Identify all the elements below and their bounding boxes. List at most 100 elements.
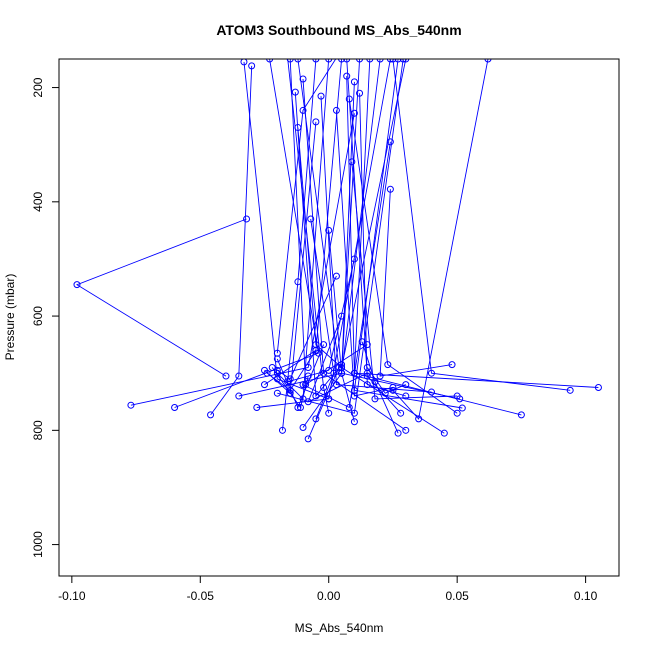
data-point (304, 435, 312, 443)
data-point (296, 403, 304, 411)
data-point (284, 378, 292, 386)
data-point (286, 59, 294, 63)
data-point (363, 381, 371, 389)
series-line (307, 315, 368, 403)
data-point (307, 215, 315, 223)
data-point (266, 59, 274, 63)
y-tick-label: 200 (31, 77, 45, 97)
series-line (392, 59, 489, 420)
data-point (273, 389, 281, 397)
series-36 (325, 226, 358, 426)
data-point (312, 392, 320, 400)
data-point (350, 78, 358, 86)
data-point (371, 395, 379, 403)
y-tick-label: 1000 (31, 531, 45, 558)
data-point (261, 381, 269, 389)
data-point (350, 255, 358, 263)
series-30 (127, 109, 358, 409)
data-point (386, 185, 394, 193)
data-point (453, 409, 461, 417)
series-line (277, 59, 404, 414)
data-point (458, 404, 466, 412)
data-point (332, 381, 340, 389)
x-tick-label: -0.10 (58, 589, 86, 603)
series-line (174, 59, 319, 408)
series-line (379, 189, 453, 377)
data-point (304, 398, 312, 406)
series-34 (73, 215, 251, 380)
data-point (235, 392, 243, 400)
data-point (338, 369, 346, 377)
data-point (358, 338, 366, 346)
data-point (345, 95, 353, 103)
data-point (243, 215, 251, 223)
series-31 (299, 138, 394, 411)
data-point (427, 369, 435, 377)
data-point (253, 403, 261, 411)
data-point (222, 372, 230, 380)
data-point (332, 106, 340, 114)
data-point (325, 409, 333, 417)
data-point (171, 403, 179, 411)
series-33 (307, 215, 338, 423)
series-line (353, 59, 522, 416)
series-layer (73, 59, 602, 443)
series-line (277, 275, 337, 380)
series-line (271, 367, 309, 409)
data-point (291, 88, 299, 96)
data-point (73, 281, 81, 289)
data-point (273, 355, 281, 363)
data-point (278, 426, 286, 434)
series-line (130, 113, 355, 406)
data-point (484, 59, 492, 63)
y-tick-label: 800 (31, 420, 45, 440)
series-19 (287, 59, 333, 417)
data-point (127, 401, 135, 409)
series-line (302, 78, 407, 431)
series-18 (389, 59, 574, 394)
data-point (448, 361, 456, 369)
data-point (343, 59, 351, 63)
data-point (207, 411, 215, 419)
x-tick-label: 0.00 (317, 589, 341, 603)
data-point (345, 403, 353, 411)
series-line (310, 218, 335, 420)
data-point (350, 418, 358, 426)
data-point (325, 59, 333, 63)
data-point (386, 138, 394, 146)
series-22 (299, 75, 410, 434)
series-14 (273, 59, 407, 417)
series-4 (294, 59, 343, 443)
series-line (366, 367, 406, 394)
data-point (325, 226, 333, 234)
data-point (350, 409, 358, 417)
series-line (335, 110, 393, 397)
series-line (266, 350, 317, 391)
series-line (328, 230, 355, 422)
data-point (268, 363, 276, 371)
data-point (356, 59, 364, 63)
series-line (361, 341, 399, 434)
data-point (294, 124, 302, 132)
y-tick-label: 400 (31, 191, 45, 211)
data-point (312, 59, 320, 63)
series-line (75, 218, 247, 377)
data-point (389, 383, 397, 391)
data-point (453, 392, 461, 400)
series-32 (376, 185, 456, 380)
series-line (287, 258, 355, 383)
series-line (276, 59, 337, 354)
y-tick-label: 600 (31, 306, 45, 326)
series-2 (207, 62, 256, 419)
x-tick-label: 0.05 (445, 589, 469, 603)
series-45 (348, 158, 461, 403)
data-point (286, 386, 294, 394)
data-point (338, 312, 346, 320)
series-line (238, 81, 355, 397)
data-point (320, 383, 328, 391)
data-point (394, 429, 402, 437)
chart-title: ATOM3 Southbound MS_Abs_540nm (216, 22, 461, 38)
data-point (317, 92, 325, 100)
data-point (312, 415, 320, 423)
